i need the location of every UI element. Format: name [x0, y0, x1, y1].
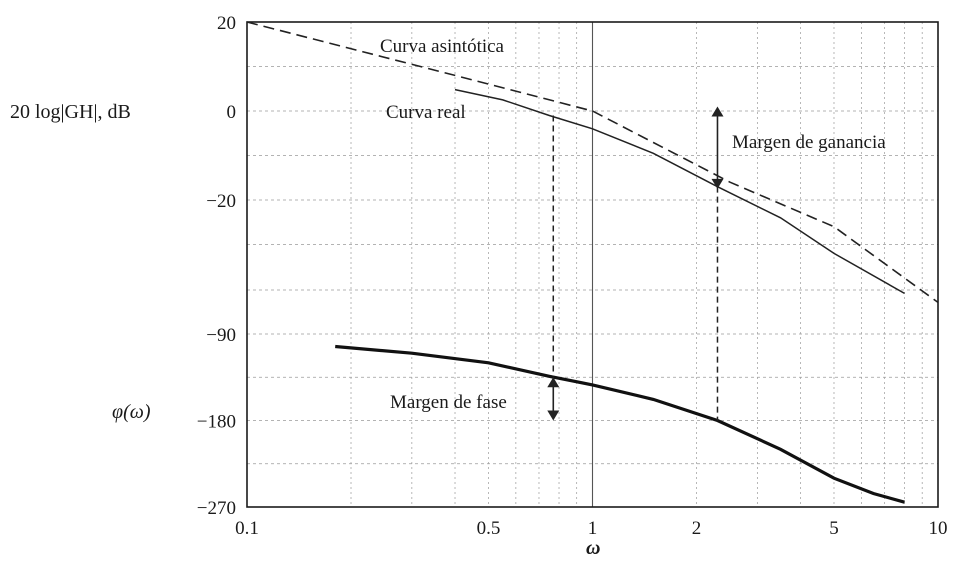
x-tick-label: 2 — [692, 518, 702, 539]
arrowhead — [711, 178, 724, 189]
annotation-gain-margin: Margen de ganancia — [732, 132, 886, 153]
arrowhead — [711, 106, 724, 117]
grid — [247, 22, 938, 507]
series-asymptotic-curve — [246, 21, 939, 304]
annotation-real: Curva real — [386, 102, 466, 123]
x-tick-label: 0.5 — [477, 518, 501, 539]
x-tick-label: 1 — [588, 518, 598, 539]
annotation-asymptotic: Curva asintótica — [380, 36, 505, 57]
phase-axis-label: φ(ω) — [112, 401, 151, 423]
x-axis-label: ω — [586, 537, 600, 559]
magnitude-tick-label: 20 — [217, 13, 236, 34]
plot-frame — [246, 21, 939, 508]
x-tick-label: 0.1 — [235, 518, 259, 539]
series-layer — [246, 21, 939, 504]
series-real-curve — [454, 88, 905, 295]
margin-indicators — [547, 106, 724, 421]
arrowhead — [547, 377, 560, 388]
arrowhead — [547, 410, 560, 421]
magnitude-tick-label: −20 — [206, 191, 236, 212]
series-phase-curve — [335, 344, 905, 504]
magnitude-tick-label: 0 — [227, 102, 237, 123]
annotation-phase-margin: Margen de fase — [390, 392, 507, 413]
phase-tick-label: −180 — [197, 412, 236, 433]
x-tick-label: 10 — [929, 518, 948, 539]
tick-labels: 0.1 0.5 1 2 5 10 20 0 −20 −90 −180 −270 — [197, 13, 948, 539]
x-tick-label: 5 — [829, 518, 839, 539]
magnitude-axis-label: 20 log|GH|, dB — [10, 101, 131, 123]
phase-tick-label: −270 — [197, 498, 236, 519]
phase-tick-label: −90 — [206, 325, 236, 346]
